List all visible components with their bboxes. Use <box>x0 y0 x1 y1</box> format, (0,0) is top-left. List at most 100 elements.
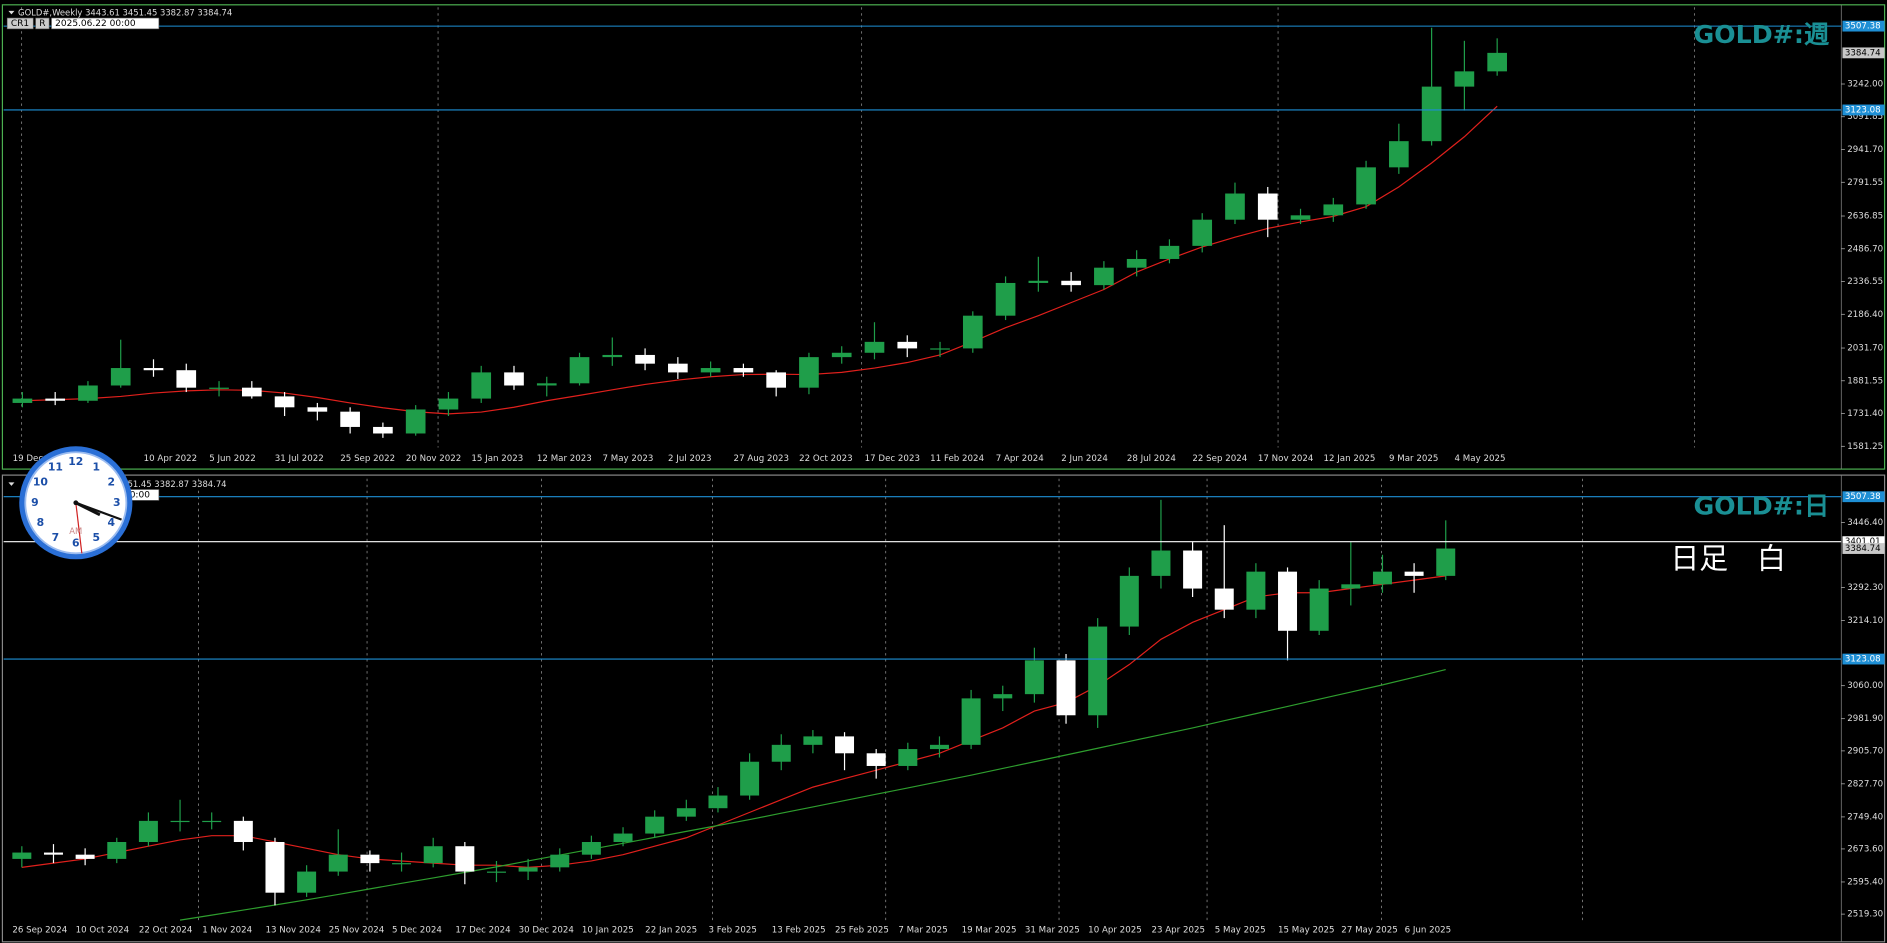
x-tick-label: 23 Apr 2025 <box>1151 925 1205 935</box>
candle-body <box>1094 267 1114 286</box>
y-tick-label: 2827.70 <box>1847 779 1883 789</box>
second-hand <box>75 502 83 554</box>
collapse-arrow <box>8 482 15 486</box>
y-tick-label: 2905.70 <box>1847 746 1883 756</box>
candle-body <box>202 820 222 823</box>
x-tick-label: 19 Mar 2025 <box>962 925 1017 935</box>
candle-body <box>360 854 380 864</box>
minute-hand <box>75 501 122 521</box>
x-tick-label: 12 Jan 2025 <box>1323 454 1375 464</box>
x-tick-label: 31 Mar 2025 <box>1025 925 1080 935</box>
candle-body <box>1061 280 1081 286</box>
x-tick-label: 4 May 2025 <box>1455 454 1506 464</box>
x-tick-label: 27 May 2025 <box>1341 925 1397 935</box>
clock-numeral: 1 <box>93 460 101 473</box>
y-tick-label: 2186.40 <box>1847 310 1883 320</box>
candle-body <box>12 852 32 859</box>
candle-body <box>803 736 823 745</box>
candle-body <box>12 398 33 403</box>
y-tick-label: 1731.40 <box>1847 409 1883 419</box>
candle-body <box>1487 52 1507 72</box>
x-tick-label: 10 Apr 2025 <box>1088 925 1142 935</box>
price-label: 3384.74 <box>1845 48 1881 58</box>
x-tick-label: 22 Jan 2025 <box>645 925 697 935</box>
chart-panel <box>1 4 1886 470</box>
y-tick-label: 2595.40 <box>1847 877 1883 887</box>
x-tick-label: 17 Dec 2024 <box>455 925 511 935</box>
candle-body <box>831 352 852 358</box>
x-tick-label: 27 Aug 2023 <box>734 454 789 464</box>
candle-body <box>550 854 570 868</box>
candle-body <box>138 820 158 842</box>
chart-tag: CR1 <box>11 19 29 29</box>
chart-tag: 2025.06.22 00:00 <box>55 19 136 29</box>
x-tick-label: 25 Nov 2024 <box>329 925 385 935</box>
y-tick-label: 3446.40 <box>1847 518 1883 528</box>
candle-body <box>518 867 538 872</box>
clock-numeral: 9 <box>31 496 39 509</box>
price-label-box <box>1842 47 1885 59</box>
y-tick-label: 2673.60 <box>1847 844 1883 854</box>
candle-body <box>1356 167 1376 205</box>
chart-tag-box <box>51 17 160 30</box>
x-tick-label: 25 Sep 2022 <box>340 454 395 464</box>
candle-body <box>766 372 786 388</box>
moving-average <box>21 575 1446 868</box>
chart-tag: 00:00 <box>124 491 150 501</box>
candle-body <box>455 846 475 872</box>
chart-info: 51.45 3382.87 3384.74 <box>128 479 227 489</box>
candle-body <box>1183 550 1203 589</box>
candle-body <box>1421 86 1442 142</box>
candle-body <box>1372 571 1392 585</box>
candle-body <box>45 398 66 401</box>
x-tick-label: 7 Apr 2024 <box>996 454 1045 464</box>
moving-average <box>179 669 1446 921</box>
candle-body <box>423 846 443 864</box>
candle-body <box>835 736 855 754</box>
y-tick-label: 2031.70 <box>1847 344 1883 354</box>
clock-numeral: 7 <box>52 531 60 544</box>
x-tick-label: 10 Oct 2024 <box>76 925 130 935</box>
chart-info: GOLD#,Weekly 3443.61 3451.45 3382.87 338… <box>18 8 232 18</box>
y-tick-label: 2636.85 <box>1847 212 1883 222</box>
level-label-box <box>1842 653 1885 665</box>
x-tick-label: 30 Dec 2024 <box>519 925 575 935</box>
candle-body <box>233 820 253 842</box>
candle-body <box>864 341 885 353</box>
candle-body <box>297 871 317 893</box>
candle-body <box>635 354 655 364</box>
y-tick-label: 1581.25 <box>1847 442 1883 452</box>
x-tick-label: 10 Jan 2025 <box>582 925 634 935</box>
candle-body <box>1151 550 1171 576</box>
price-label-box <box>1842 543 1885 554</box>
candle-body <box>930 348 950 350</box>
clock-numeral: 6 <box>72 537 80 550</box>
candle-body <box>405 409 426 434</box>
candle-body <box>1257 193 1278 220</box>
candle-body <box>700 368 721 373</box>
candle-body <box>1056 660 1076 716</box>
candle-body <box>613 833 633 842</box>
candle-body <box>929 744 949 750</box>
candle-body <box>676 808 696 817</box>
x-tick-label: 17 Nov 2024 <box>1258 454 1314 464</box>
clock-pin <box>73 500 79 506</box>
candle-body <box>328 854 348 872</box>
y-tick-label: 2941.70 <box>1847 145 1883 155</box>
candle-body <box>486 871 506 873</box>
x-tick-label: 26 Sep 2024 <box>12 925 67 935</box>
level-label: 3507.38 <box>1845 492 1881 502</box>
candle-body <box>1088 626 1108 716</box>
x-tick-label: 9 Mar 2025 <box>1389 454 1438 464</box>
x-tick-label: 15 May 2025 <box>1278 925 1334 935</box>
candle-body <box>1341 584 1361 589</box>
x-tick-label: 22 Oct 2024 <box>139 925 193 935</box>
y-tick-label: 2519.30 <box>1847 910 1883 920</box>
x-tick-label: 7 Mar 2025 <box>898 925 947 935</box>
y-tick-label: 1881.55 <box>1847 376 1883 386</box>
x-tick-label: 22 Sep 2024 <box>1192 454 1247 464</box>
x-tick-label: 31 Jul 2022 <box>275 454 324 464</box>
